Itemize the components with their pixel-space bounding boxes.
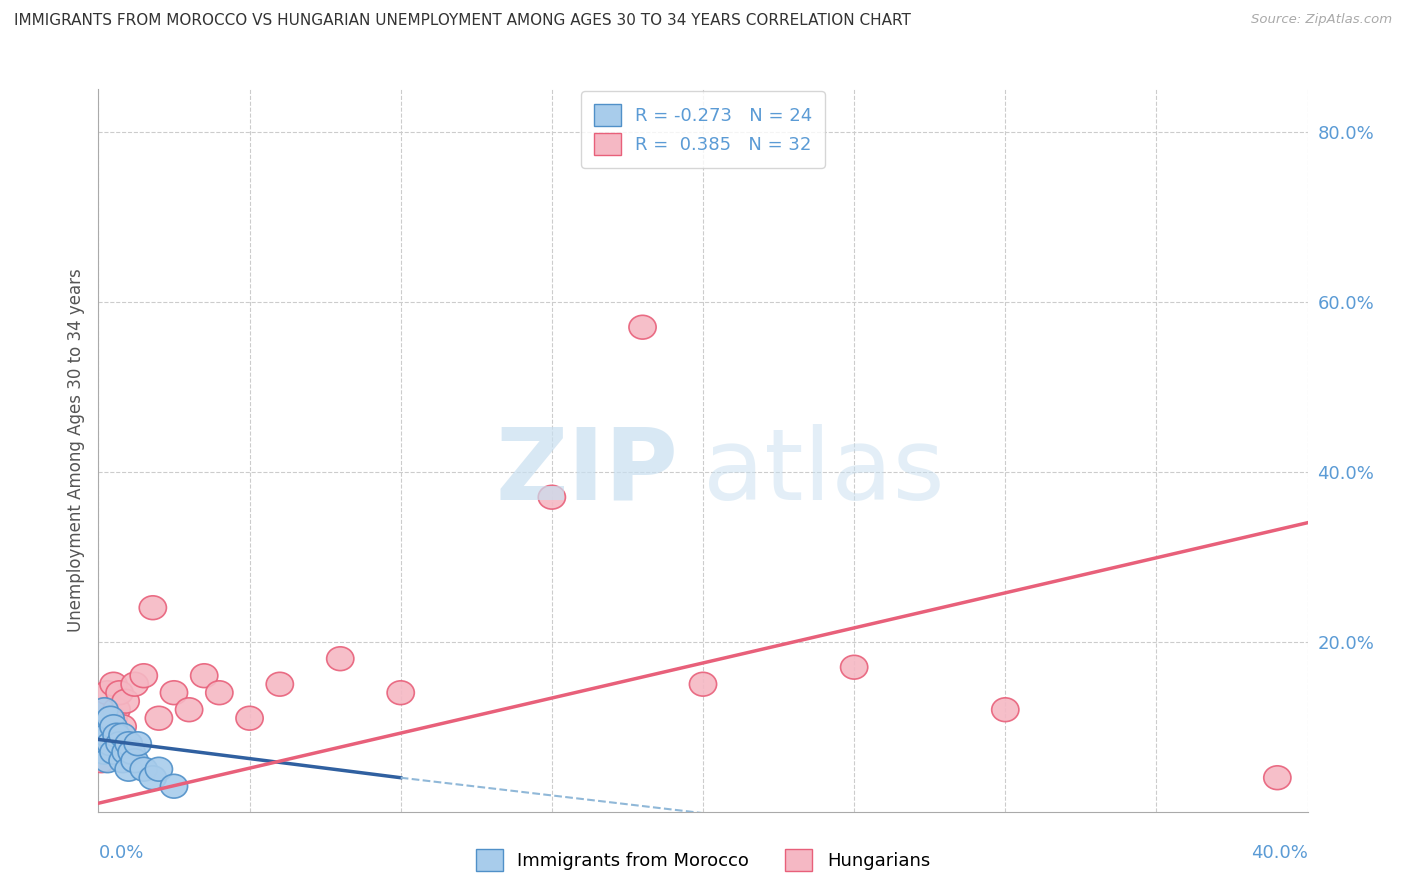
Text: ZIP: ZIP (496, 424, 679, 521)
Text: 0.0%: 0.0% (98, 844, 143, 863)
Ellipse shape (131, 664, 157, 688)
Ellipse shape (97, 723, 124, 747)
Ellipse shape (1264, 766, 1291, 789)
Ellipse shape (115, 731, 142, 756)
Ellipse shape (115, 731, 142, 756)
Ellipse shape (105, 681, 134, 705)
Ellipse shape (100, 740, 127, 764)
Ellipse shape (91, 698, 118, 722)
Ellipse shape (326, 647, 354, 671)
Text: 40.0%: 40.0% (1251, 844, 1308, 863)
Ellipse shape (121, 748, 148, 772)
Ellipse shape (100, 706, 127, 731)
Ellipse shape (139, 596, 166, 620)
Ellipse shape (131, 757, 157, 781)
Ellipse shape (160, 774, 187, 798)
Ellipse shape (100, 714, 127, 739)
Ellipse shape (139, 766, 166, 789)
Ellipse shape (94, 681, 121, 705)
Ellipse shape (115, 757, 142, 781)
Ellipse shape (87, 714, 115, 739)
Ellipse shape (236, 706, 263, 731)
Ellipse shape (145, 757, 173, 781)
Ellipse shape (124, 731, 152, 756)
Ellipse shape (103, 723, 131, 747)
Y-axis label: Unemployment Among Ages 30 to 34 years: Unemployment Among Ages 30 to 34 years (66, 268, 84, 632)
Ellipse shape (97, 731, 124, 756)
Ellipse shape (94, 723, 121, 747)
Text: atlas: atlas (703, 424, 945, 521)
Ellipse shape (205, 681, 233, 705)
Ellipse shape (87, 748, 115, 772)
Ellipse shape (160, 681, 187, 705)
Ellipse shape (91, 731, 118, 756)
Ellipse shape (94, 748, 121, 772)
Ellipse shape (841, 656, 868, 679)
Ellipse shape (110, 748, 136, 772)
Ellipse shape (176, 698, 202, 722)
Text: Source: ZipAtlas.com: Source: ZipAtlas.com (1251, 13, 1392, 27)
Ellipse shape (105, 731, 134, 756)
Ellipse shape (91, 698, 118, 722)
Ellipse shape (94, 714, 121, 739)
Ellipse shape (103, 698, 131, 722)
Ellipse shape (97, 706, 124, 731)
Ellipse shape (191, 664, 218, 688)
Ellipse shape (689, 673, 717, 696)
Text: IMMIGRANTS FROM MOROCCO VS HUNGARIAN UNEMPLOYMENT AMONG AGES 30 TO 34 YEARS CORR: IMMIGRANTS FROM MOROCCO VS HUNGARIAN UNE… (14, 13, 911, 29)
Ellipse shape (266, 673, 294, 696)
Ellipse shape (991, 698, 1019, 722)
Ellipse shape (387, 681, 415, 705)
Ellipse shape (538, 485, 565, 509)
Ellipse shape (145, 706, 173, 731)
Legend: Immigrants from Morocco, Hungarians: Immigrants from Morocco, Hungarians (468, 842, 938, 879)
Ellipse shape (87, 723, 115, 747)
Ellipse shape (112, 740, 139, 764)
Ellipse shape (628, 315, 657, 339)
Ellipse shape (100, 673, 127, 696)
Ellipse shape (110, 714, 136, 739)
Ellipse shape (110, 723, 136, 747)
Ellipse shape (87, 731, 115, 756)
Legend: R = -0.273   N = 24, R =  0.385   N = 32: R = -0.273 N = 24, R = 0.385 N = 32 (581, 91, 825, 168)
Ellipse shape (91, 740, 118, 764)
Ellipse shape (121, 673, 148, 696)
Ellipse shape (118, 740, 145, 764)
Ellipse shape (112, 690, 139, 713)
